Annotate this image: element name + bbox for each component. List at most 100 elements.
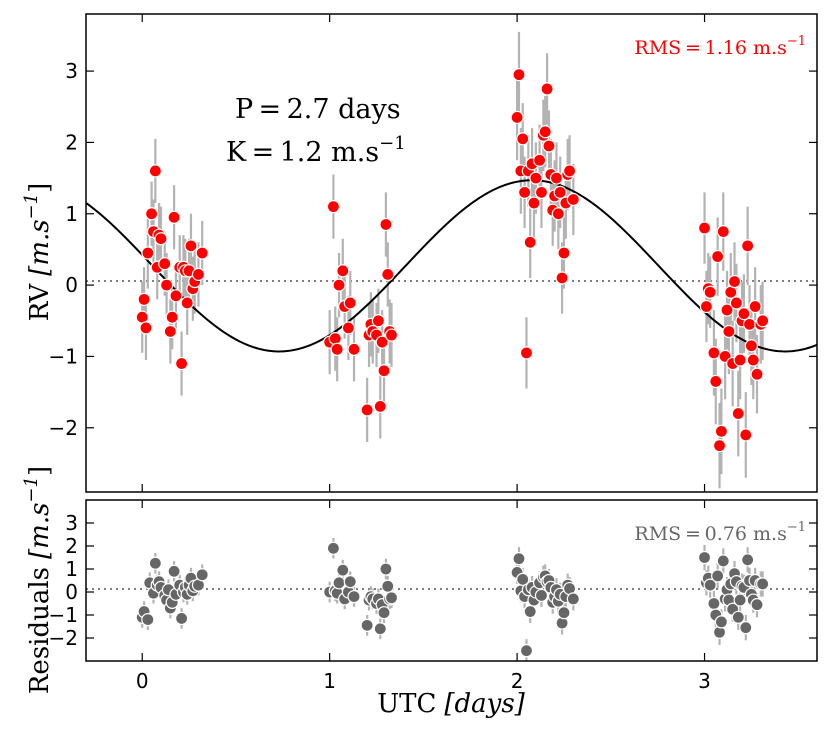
rv-point (750, 367, 764, 381)
residuals-y-tick-label: −2 (49, 626, 78, 650)
x-tick-label: 0 (136, 669, 149, 693)
rv-point (371, 314, 385, 328)
amplitude-annotation: K = 1.2 m.s−1 (226, 133, 406, 168)
rv-point (159, 278, 174, 292)
residuals-point (373, 622, 387, 636)
rv-point (712, 439, 727, 453)
rv-y-ticks: −2 −1 0 1 2 3 (49, 59, 817, 440)
residuals-y-tick-label: 0 (65, 580, 78, 604)
residuals-point (141, 612, 155, 627)
residuals-point (566, 592, 580, 606)
x-tick-label: 3 (698, 669, 711, 693)
residuals-point (750, 598, 764, 612)
rv-rms-label: RMS = 1.16 m.s−1 (634, 34, 806, 59)
rv-point (141, 246, 155, 260)
residuals-point (714, 615, 729, 629)
residuals-point (739, 621, 753, 635)
rv-point (553, 185, 567, 199)
rv-point (551, 207, 565, 221)
rv-point (731, 406, 745, 421)
residuals-x-ticks: 0 1 2 3 (136, 500, 711, 693)
rv-point (326, 200, 341, 214)
rv-point (529, 171, 543, 185)
rv-y-tick-label: 3 (65, 59, 78, 83)
rv-point (379, 217, 393, 232)
x-tick-label: 1 (323, 669, 336, 693)
rv-point (341, 321, 356, 335)
rv-y-tick-label: −2 (49, 416, 78, 440)
rv-point (347, 342, 361, 356)
rv-point (517, 185, 532, 199)
residuals-point (336, 563, 350, 577)
residuals-point (343, 575, 357, 589)
residuals-rms-label: RMS = 0.76 m.s−1 (634, 520, 806, 545)
rv-point (512, 68, 526, 82)
rv-y-axis-label: RV[m.s−1] (21, 183, 55, 322)
rv-point (191, 267, 206, 282)
rv-point (381, 267, 395, 282)
rv-point (163, 324, 177, 339)
residuals-point (384, 591, 399, 605)
rv-point (562, 164, 577, 178)
rv-point (538, 125, 552, 139)
residuals-point (326, 541, 341, 555)
rv-point (716, 224, 730, 239)
rv-y-tick-label: 0 (65, 273, 78, 297)
rv-point (557, 246, 571, 260)
rv-point (737, 307, 751, 321)
residuals-point (381, 579, 395, 593)
rv-point (343, 296, 357, 310)
residuals-point (697, 550, 712, 565)
rv-point (145, 207, 159, 221)
residuals-point (347, 589, 361, 604)
residuals-y-tick-label: 1 (65, 557, 78, 581)
rv-point (375, 335, 389, 349)
rv-y-tick-label: −1 (49, 344, 78, 368)
rv-point (534, 185, 549, 199)
rv-point (148, 164, 162, 178)
residuals-point (707, 596, 721, 611)
residuals-error-bars (141, 537, 764, 661)
rv-point (523, 235, 537, 249)
rv-point (137, 292, 151, 306)
rv-point (540, 82, 554, 96)
rv-panel: −2 −1 0 1 2 3 P = 2.7 days K = 1.2 m.s−1 RMS … (21, 13, 818, 493)
rv-data-points (135, 68, 770, 453)
rv-y-tick-label: 2 (65, 130, 78, 154)
rv-y-tick-label: 1 (65, 202, 78, 226)
residuals-y-tick-label: 3 (65, 511, 78, 535)
x-tick-label: 2 (511, 669, 524, 693)
rv-point (722, 324, 736, 339)
residuals-y-axis-label: Residuals[m.s−1] (21, 466, 55, 694)
rv-point (510, 110, 524, 125)
rv-point (709, 374, 723, 389)
rv-point (174, 356, 189, 371)
rv-point (714, 424, 729, 438)
residuals-point (174, 611, 189, 626)
rv-point (697, 221, 712, 235)
x-axis-label: UTC [days] (377, 689, 525, 719)
residuals-point (534, 588, 549, 603)
residuals-point (523, 604, 537, 619)
rv-point (703, 285, 717, 299)
rv-point (377, 364, 391, 378)
rv-point (756, 314, 770, 328)
residuals-point (360, 618, 374, 632)
residuals-point (557, 606, 571, 620)
rv-x-ticks (141, 14, 706, 492)
rv-point (746, 353, 760, 367)
rv-point (332, 278, 346, 292)
rv-point (555, 271, 569, 285)
rv-point (165, 310, 179, 324)
residuals-point (332, 576, 346, 590)
residuals-point (716, 554, 730, 568)
residuals-point (731, 610, 745, 624)
rv-point (154, 232, 168, 246)
residuals-point (512, 552, 526, 566)
period-annotation: P = 2.7 days (235, 94, 401, 125)
rv-point (527, 196, 541, 210)
residuals-point (519, 644, 534, 658)
